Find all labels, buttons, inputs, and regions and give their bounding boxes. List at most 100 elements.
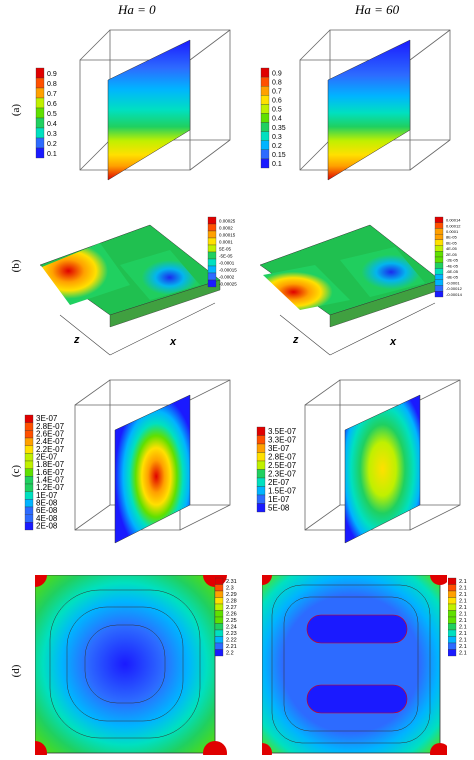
row-label-b: (b) xyxy=(10,259,22,273)
colorbar-label: 3.3E-07 xyxy=(268,435,297,444)
row-label-a: (a) xyxy=(10,103,22,117)
colorbar-swatch xyxy=(24,514,34,523)
contour-slice xyxy=(107,39,191,181)
colorbar-label: -8E-05 xyxy=(446,275,459,280)
colorbar-swatch xyxy=(207,244,217,253)
colorbar-swatch xyxy=(256,486,266,496)
column-heading-ha0: Ha = 0 xyxy=(118,2,156,17)
colorbar-swatch xyxy=(434,233,444,241)
axis-label-x: x xyxy=(169,336,177,348)
colorbar-swatch xyxy=(24,476,34,485)
colorbar-label: 0.00012 xyxy=(446,223,461,228)
colorbar-swatch xyxy=(434,285,444,292)
colorbar-swatch xyxy=(448,649,457,657)
colorbar-label: 0.9 xyxy=(47,71,57,78)
colorbar-label: 2.3 xyxy=(226,586,234,592)
colorbar-swatch xyxy=(448,577,457,585)
colorbar-swatch xyxy=(434,222,444,229)
panel-c-left: 3E-072.8E-072.6E-072.4E-072.2E-072E-071.… xyxy=(24,379,231,544)
colorbar: 3.5E-073.3E-073E-072.8E-072.5E-072.3E-07… xyxy=(256,427,297,513)
colorbar-swatch xyxy=(260,122,270,132)
colorbar-swatch xyxy=(215,590,224,598)
colorbar-swatch xyxy=(215,623,224,631)
colorbar-label: 2E-07 xyxy=(268,478,290,487)
colorbar-label: 2.28 xyxy=(226,599,237,605)
colorbar-label: 2.25 xyxy=(226,618,237,624)
colorbar-swatch xyxy=(215,649,224,657)
colorbar-swatch xyxy=(256,460,266,470)
colorbar-swatch xyxy=(448,597,457,605)
colorbar: 0.000140.000120.00018E-056E-054E-052E-05… xyxy=(434,216,463,298)
colorbar-swatch xyxy=(24,422,34,431)
colorbar-swatch xyxy=(24,453,34,462)
colorbar-label: 1E-07 xyxy=(36,491,58,500)
panel-d-right xyxy=(262,575,447,755)
colorbar-swatch xyxy=(24,414,34,423)
colorbar-label: 4E-08 xyxy=(36,514,58,523)
colorbar-swatch xyxy=(448,603,457,611)
colorbar-swatch xyxy=(215,610,224,618)
colorbar-label: 0.3 xyxy=(47,131,57,138)
colorbar-label: 4E-05 xyxy=(446,246,457,251)
colorbar-swatch xyxy=(215,629,224,637)
panel-b-right: z x 0.000140.000120.00018E-056E-054E-052… xyxy=(259,216,463,356)
colorbar-swatch xyxy=(24,491,34,500)
colorbar-swatch xyxy=(24,499,34,508)
colorbar: 0.9 0.8 0.7 0.6 0.5 0.4 0.3 0.2 0.1 xyxy=(35,67,57,159)
contour-slice xyxy=(344,394,421,544)
colorbar-label: 0.5 xyxy=(272,107,282,114)
colorbar-label: 1.5E-07 xyxy=(268,486,297,495)
colorbar-label: 6E-08 xyxy=(36,506,58,515)
corner-spot xyxy=(430,743,447,755)
colorbar-label: -0.0001 xyxy=(219,261,235,266)
colorbar-label: 0.1 xyxy=(272,161,282,168)
colorbar-swatch xyxy=(448,623,457,631)
corner-spot xyxy=(35,575,47,587)
colorbar-swatch xyxy=(448,584,457,592)
colorbar-swatch xyxy=(215,577,224,585)
colorbar-swatch xyxy=(448,590,457,598)
colorbar-label: 2.1 xyxy=(459,612,467,618)
colorbar-swatch xyxy=(207,237,217,246)
colorbar-label: 2.1 xyxy=(459,651,467,657)
colorbar-label: 1.6E-07 xyxy=(36,468,65,477)
colorbar-swatch xyxy=(434,251,444,258)
colorbar: 2.12.12.12.12.12.12.12.12.12.12.12.1 xyxy=(448,577,467,657)
colorbar-label: 2.1 xyxy=(459,644,467,650)
colorbar-label: 2.1 xyxy=(459,592,467,598)
colorbar-label: 2.1 xyxy=(459,618,467,624)
colorbar-swatch xyxy=(24,522,34,531)
colorbar-swatch xyxy=(35,97,45,109)
colorbar-label: 2E-05 xyxy=(446,252,457,257)
colorbar-swatch xyxy=(434,245,444,252)
colorbar-label: 2.4E-07 xyxy=(36,437,65,446)
colorbar-swatch xyxy=(448,610,457,618)
row-label-d: (d) xyxy=(10,664,22,678)
colorbar-swatch xyxy=(24,437,34,446)
colorbar-swatch xyxy=(24,460,34,469)
colorbar-swatch xyxy=(256,477,266,487)
colorbar-swatch xyxy=(35,137,45,149)
axis-label-z: z xyxy=(73,334,80,346)
colorbar-label: 1.2E-07 xyxy=(36,483,65,492)
colorbar-swatch xyxy=(260,140,270,150)
colorbar-swatch xyxy=(256,503,266,513)
colorbar-swatch xyxy=(260,149,270,160)
colorbar-label: 0.6 xyxy=(47,101,57,108)
colorbar-label: 0.2 xyxy=(47,141,57,148)
axis-label-z: z xyxy=(292,334,299,346)
surface-warm xyxy=(42,243,130,305)
panel-a-left: 0.9 0.8 0.7 0.6 0.5 0.4 0.3 0.2 0.1 xyxy=(35,29,231,181)
corner-spot xyxy=(262,743,272,755)
colorbar-label: 2.22 xyxy=(226,638,237,644)
colorbar-swatch xyxy=(260,104,270,114)
colorbar-swatch xyxy=(24,468,34,477)
corner-spot xyxy=(262,575,272,585)
colorbar-swatch xyxy=(35,127,45,139)
colorbar-label: 3.5E-07 xyxy=(268,427,297,436)
colorbar-swatch xyxy=(35,67,45,79)
colorbar-label: 2E-08 xyxy=(36,521,58,530)
colorbar-label: -2E-05 xyxy=(446,258,459,263)
colorbar-swatch xyxy=(260,67,270,78)
colorbar-swatch xyxy=(35,107,45,119)
